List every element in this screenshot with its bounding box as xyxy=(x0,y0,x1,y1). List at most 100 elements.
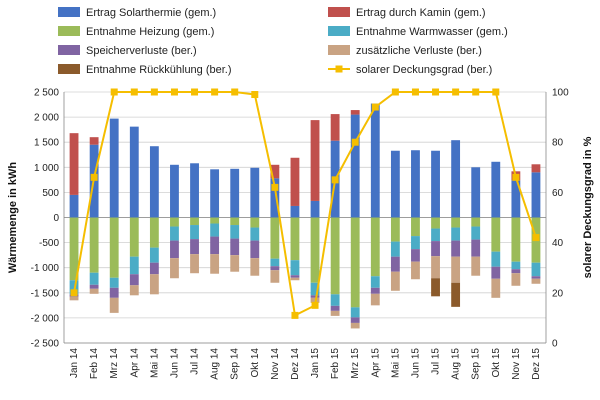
bar xyxy=(129,217,139,257)
bar xyxy=(330,294,340,306)
legend-swatch xyxy=(328,7,350,17)
bar xyxy=(89,217,99,273)
line-point xyxy=(371,103,379,111)
bar xyxy=(531,262,541,277)
bar xyxy=(330,217,340,295)
bar xyxy=(89,288,99,294)
y-tick-label: -500 xyxy=(39,238,59,249)
legend-label: Entnahme Heizung (gem.) xyxy=(86,26,214,38)
bar xyxy=(170,226,179,241)
x-tick-label: Nov 15 xyxy=(511,348,522,380)
bar xyxy=(451,140,461,218)
legend-swatch xyxy=(58,45,80,55)
bar xyxy=(491,266,501,279)
bar xyxy=(250,217,260,228)
x-tick-label: Apr 14 xyxy=(129,348,140,378)
y-tick-label: -2 000 xyxy=(31,313,60,324)
bar xyxy=(350,307,360,318)
bar xyxy=(149,274,159,295)
bar xyxy=(129,285,139,296)
legend-swatch xyxy=(328,45,350,55)
bar xyxy=(411,150,420,218)
line-point xyxy=(512,173,520,181)
bar xyxy=(431,150,440,218)
bar xyxy=(270,266,280,271)
y-axis-title: Wärmemenge in kWh xyxy=(7,162,19,274)
bar xyxy=(310,282,320,296)
bar xyxy=(149,247,159,263)
bar xyxy=(69,217,79,281)
bar xyxy=(370,276,380,288)
legend-label: Ertrag Solarthermie (gem.) xyxy=(86,7,216,19)
bar xyxy=(69,133,79,195)
x-axis-ticks: Jan 14 Feb 14 Mrz 14 Apr 14 Mai 14 Jun 14 Jul … xyxy=(69,348,542,380)
bar xyxy=(471,217,481,227)
bar xyxy=(310,217,320,283)
y2-tick-label: 80 xyxy=(552,138,564,149)
bar xyxy=(471,167,481,218)
bar xyxy=(129,126,139,218)
x-tick-label: Sep 15 xyxy=(471,348,482,380)
bar xyxy=(230,238,240,256)
x-tick-label: Apr 15 xyxy=(370,348,381,378)
bar xyxy=(451,217,461,228)
bar xyxy=(290,217,300,261)
x-tick-label: Okt 14 xyxy=(250,348,261,378)
bar xyxy=(370,287,380,294)
legend-label: solarer Deckungsgrad (ber.) xyxy=(356,64,492,76)
bar xyxy=(250,240,260,259)
bar xyxy=(531,278,541,284)
line-point xyxy=(391,88,399,96)
bar xyxy=(370,217,380,277)
bar xyxy=(290,260,300,276)
y-axis-ticks: 2 500 2 000 1 500 1 000 500 0 -500 -1 000 -1 500… xyxy=(31,88,60,350)
bar xyxy=(370,293,380,306)
bar xyxy=(511,273,521,286)
y2-tick-label: 100 xyxy=(552,88,569,99)
bar xyxy=(170,217,179,227)
x-tick-label: Aug 15 xyxy=(451,348,462,380)
y2-axis-title: solarer Deckungsgrad in % xyxy=(582,136,594,278)
y2-tick-label: 60 xyxy=(552,188,564,199)
x-tick-label: Okt 15 xyxy=(491,348,502,378)
bar xyxy=(390,256,400,272)
bar xyxy=(411,236,420,250)
bar xyxy=(190,217,199,226)
line-point xyxy=(351,138,359,146)
x-tick-label: Jun 15 xyxy=(410,348,421,378)
bar xyxy=(230,168,240,218)
bar xyxy=(290,205,300,218)
y-tick-label: 2 500 xyxy=(34,88,59,99)
bar xyxy=(109,287,119,298)
bar xyxy=(190,163,199,218)
bar xyxy=(390,271,400,291)
y-tick-label: -1 000 xyxy=(31,263,60,274)
bar xyxy=(310,200,320,218)
bar xyxy=(170,240,179,259)
x-tick-label: Jun 14 xyxy=(169,348,180,378)
bar xyxy=(270,217,280,259)
bar xyxy=(270,164,280,179)
legend-line-marker xyxy=(335,65,343,73)
line-point xyxy=(452,88,460,96)
legend-label: Ertrag durch Kamin (gem.) xyxy=(356,7,486,19)
bar xyxy=(210,217,220,224)
bar xyxy=(330,305,340,311)
bar xyxy=(310,120,320,201)
line-point xyxy=(211,88,219,96)
bar xyxy=(69,296,79,301)
x-tick-label: Jan 15 xyxy=(310,348,321,378)
bar xyxy=(109,297,119,313)
x-tick-label: Jan 14 xyxy=(69,348,80,378)
bar xyxy=(431,256,440,279)
bar xyxy=(230,255,240,272)
bar xyxy=(69,194,79,218)
line-point xyxy=(311,301,319,309)
bar xyxy=(350,114,360,218)
bar xyxy=(109,118,119,218)
bar xyxy=(411,261,420,280)
bar xyxy=(170,164,179,218)
bar xyxy=(471,239,481,257)
bar xyxy=(210,169,220,218)
